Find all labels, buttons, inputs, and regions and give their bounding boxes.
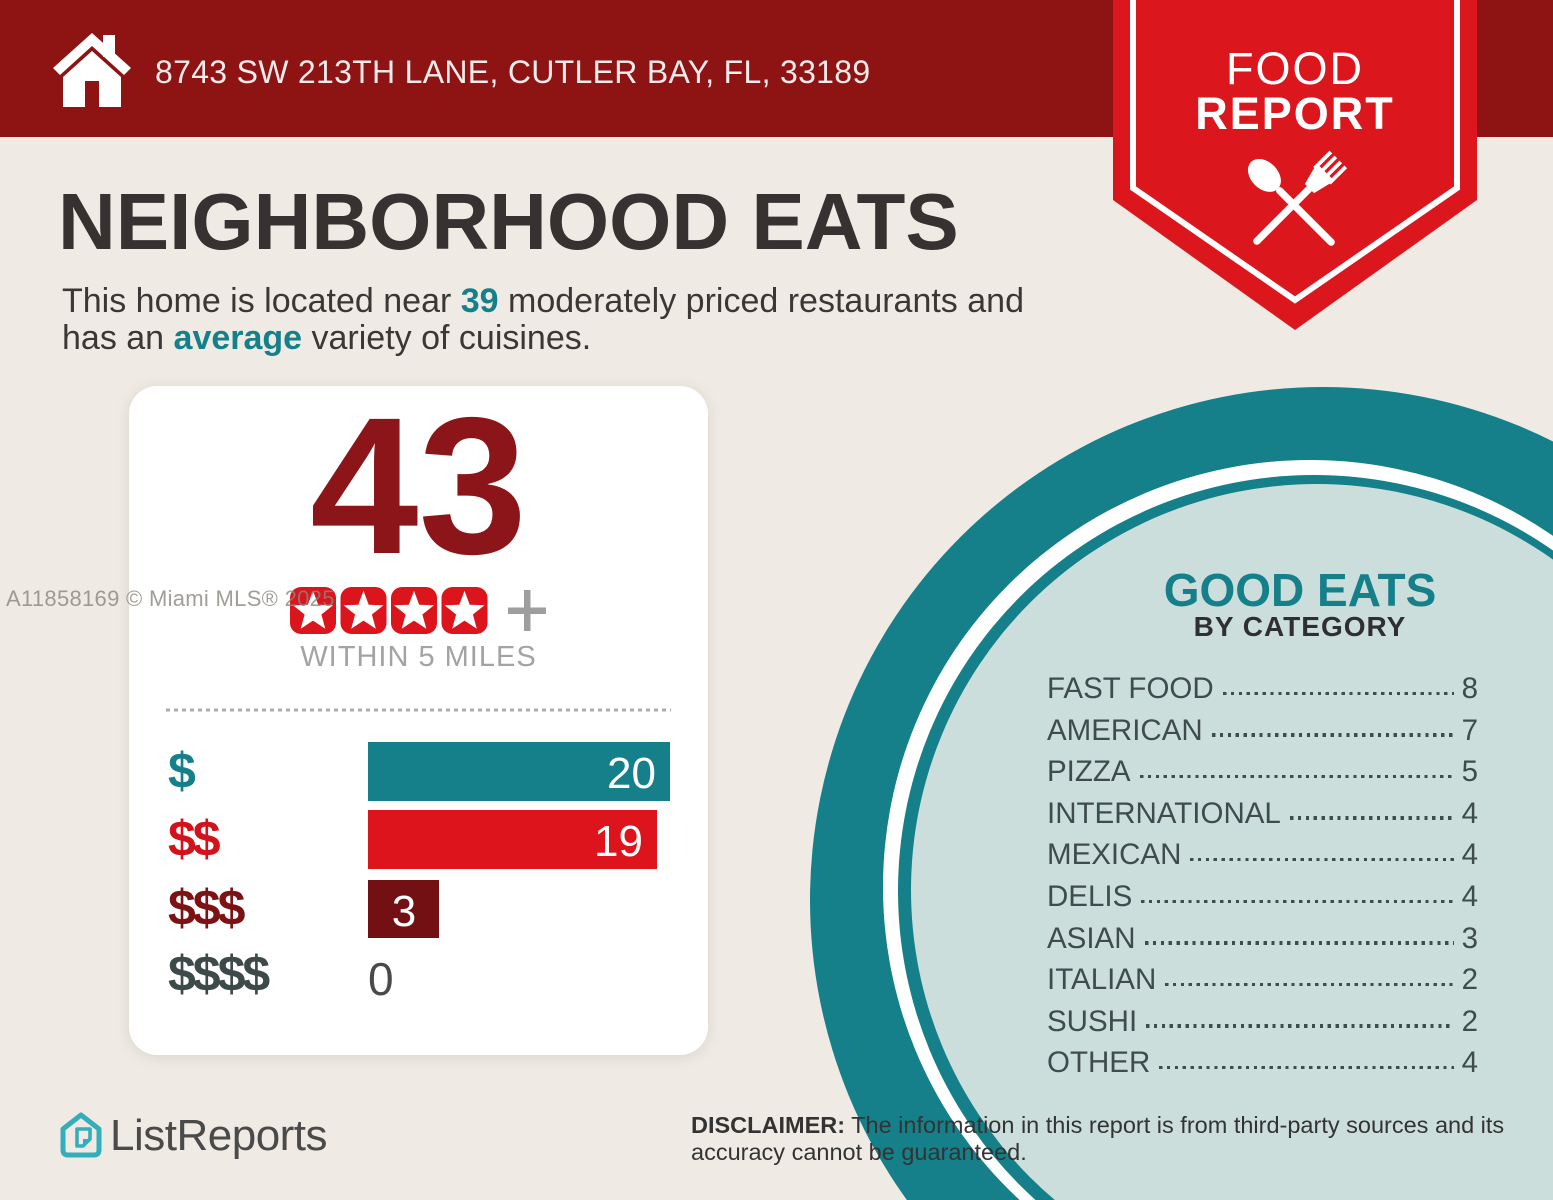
svg-text:REPORT: REPORT (1195, 88, 1395, 139)
svg-text:FOOD: FOOD (1226, 43, 1364, 94)
